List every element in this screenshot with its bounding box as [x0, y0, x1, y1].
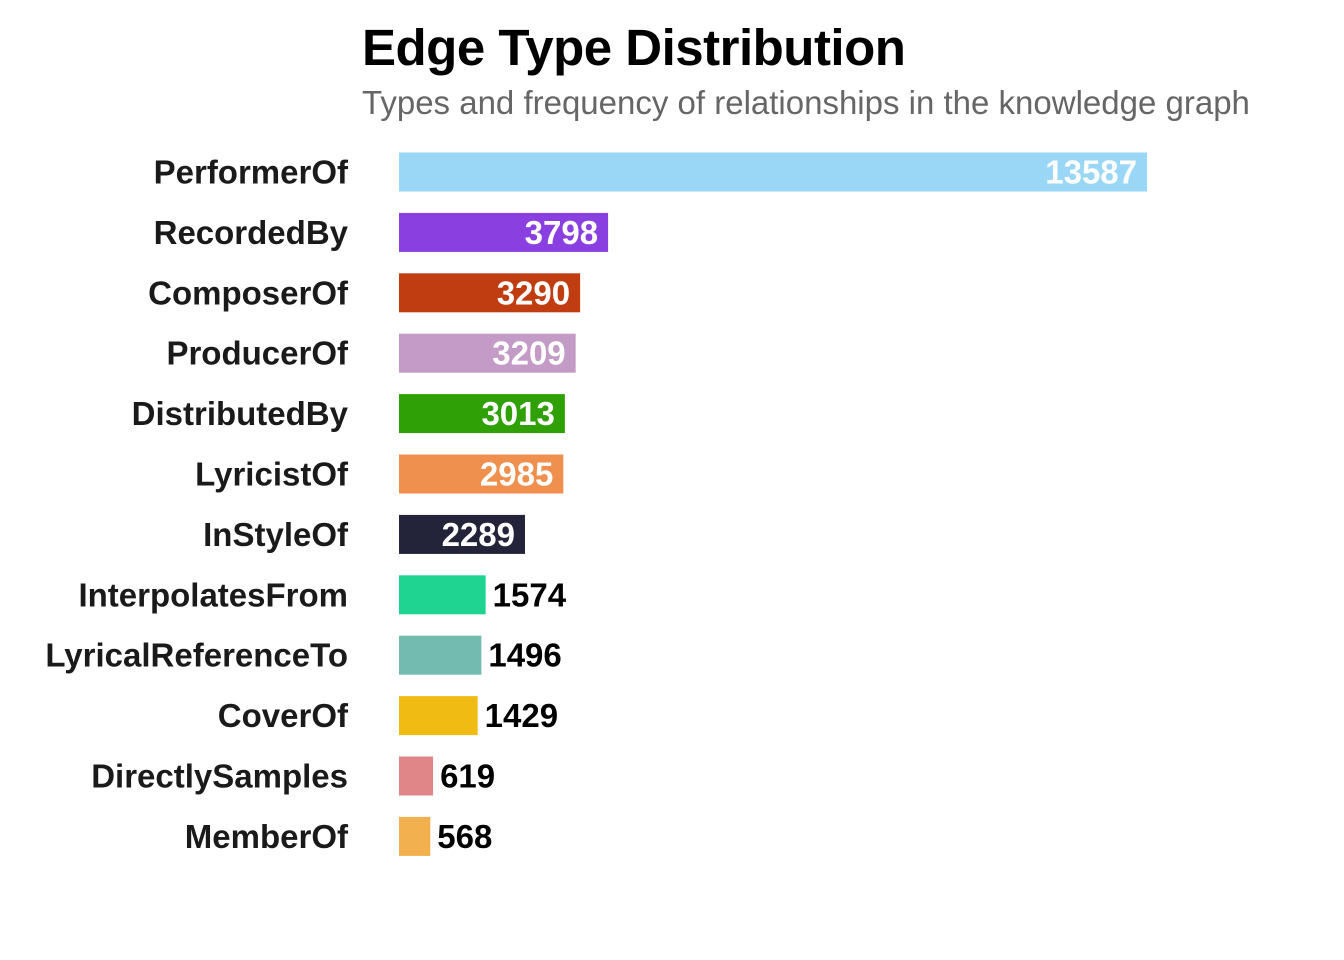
category-label: MemberOf	[185, 818, 349, 855]
category-label: LyricalReferenceTo	[45, 637, 348, 674]
bar	[399, 454, 564, 494]
bar	[399, 575, 486, 615]
bar-row-cover-of: CoverOf 1429	[218, 696, 558, 736]
bar	[399, 152, 1147, 192]
category-label: ComposerOf	[148, 274, 349, 311]
value-label: 3013	[481, 395, 554, 432]
bar-row-lyrical-reference-to: LyricalReferenceTo 1496	[45, 635, 562, 675]
bar	[399, 394, 565, 434]
bar	[399, 333, 576, 373]
category-label: InterpolatesFrom	[78, 576, 348, 613]
value-label: 3290	[497, 274, 570, 311]
bar-row-lyricist-of: LyricistOf 2985	[195, 454, 564, 494]
bar-row-member-of: MemberOf 568	[185, 816, 492, 856]
bar	[399, 635, 482, 675]
bar	[399, 816, 431, 856]
category-label: RecordedBy	[154, 214, 349, 251]
category-label: CoverOf	[218, 697, 349, 734]
bar	[399, 696, 478, 736]
value-label: 3798	[525, 214, 598, 251]
bar-row-producer-of: ProducerOf 3209	[166, 333, 576, 373]
bar-row-directly-samples: DirectlySamples 619	[91, 756, 495, 796]
category-label: DirectlySamples	[91, 758, 348, 795]
value-label: 1574	[493, 576, 567, 613]
chart-subtitle: Types and frequency of relationships in …	[362, 84, 1250, 121]
bar-row-in-style-of: InStyleOf 2289	[203, 514, 526, 554]
category-label: ProducerOf	[166, 335, 349, 372]
chart-title: Edge Type Distribution	[362, 19, 906, 76]
bar-row-recorded-by: RecordedBy 3798	[154, 212, 609, 252]
value-label: 3209	[492, 335, 565, 372]
category-label: PerformerOf	[154, 154, 349, 191]
value-label: 1429	[485, 697, 558, 734]
bar	[399, 756, 434, 796]
category-label: LyricistOf	[195, 456, 349, 493]
bar	[399, 212, 609, 252]
value-label: 2289	[442, 516, 515, 553]
value-label: 2985	[480, 456, 553, 493]
value-label: 1496	[488, 637, 561, 674]
bar	[399, 514, 526, 554]
bar-row-composer-of: ComposerOf 3290	[148, 273, 581, 313]
bar-row-performer-of: PerformerOf 13587	[154, 152, 1147, 192]
category-label: DistributedBy	[132, 395, 349, 432]
bar-row-distributed-by: DistributedBy 3013	[132, 394, 565, 434]
value-label: 568	[437, 818, 492, 855]
bar-row-interpolates-from: InterpolatesFrom 1574	[78, 575, 567, 615]
value-label: 619	[440, 758, 495, 795]
value-label: 13587	[1045, 154, 1137, 191]
bar	[399, 273, 581, 313]
category-label: InStyleOf	[203, 516, 349, 553]
